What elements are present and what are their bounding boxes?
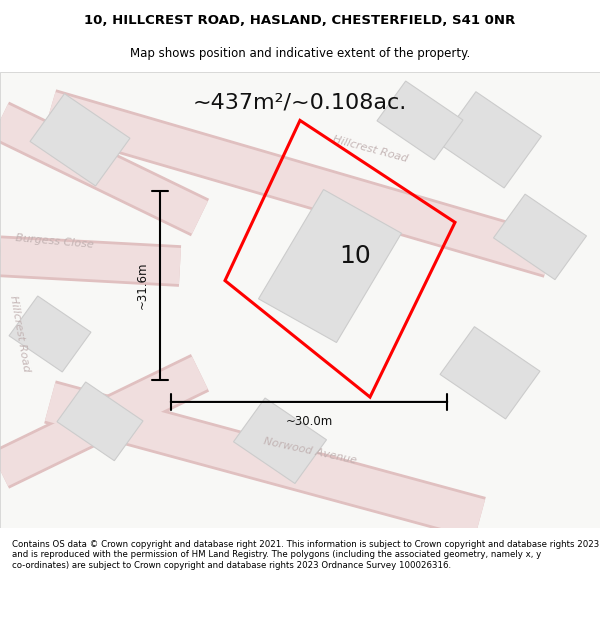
Text: ~31.6m: ~31.6m — [136, 262, 149, 309]
Text: Burgess Close: Burgess Close — [16, 233, 95, 250]
Polygon shape — [259, 189, 401, 342]
Polygon shape — [9, 296, 91, 372]
Polygon shape — [439, 92, 541, 188]
Text: 10, HILLCREST ROAD, HASLAND, CHESTERFIELD, S41 0NR: 10, HILLCREST ROAD, HASLAND, CHESTERFIEL… — [85, 14, 515, 27]
Polygon shape — [440, 327, 540, 419]
Text: Hillcrest Road: Hillcrest Road — [331, 134, 409, 164]
Text: Norwood Avenue: Norwood Avenue — [262, 436, 358, 465]
Text: 10: 10 — [339, 244, 371, 268]
Text: ~437m²/~0.108ac.: ~437m²/~0.108ac. — [193, 93, 407, 113]
Text: Hillcrest Road: Hillcrest Road — [8, 295, 32, 373]
Polygon shape — [233, 398, 326, 484]
Text: Contains OS data © Crown copyright and database right 2021. This information is : Contains OS data © Crown copyright and d… — [12, 540, 599, 569]
Polygon shape — [57, 382, 143, 461]
Text: Map shows position and indicative extent of the property.: Map shows position and indicative extent… — [130, 48, 470, 61]
Text: ~30.0m: ~30.0m — [286, 415, 332, 428]
Polygon shape — [377, 81, 463, 160]
Polygon shape — [494, 194, 586, 279]
Polygon shape — [30, 94, 130, 186]
